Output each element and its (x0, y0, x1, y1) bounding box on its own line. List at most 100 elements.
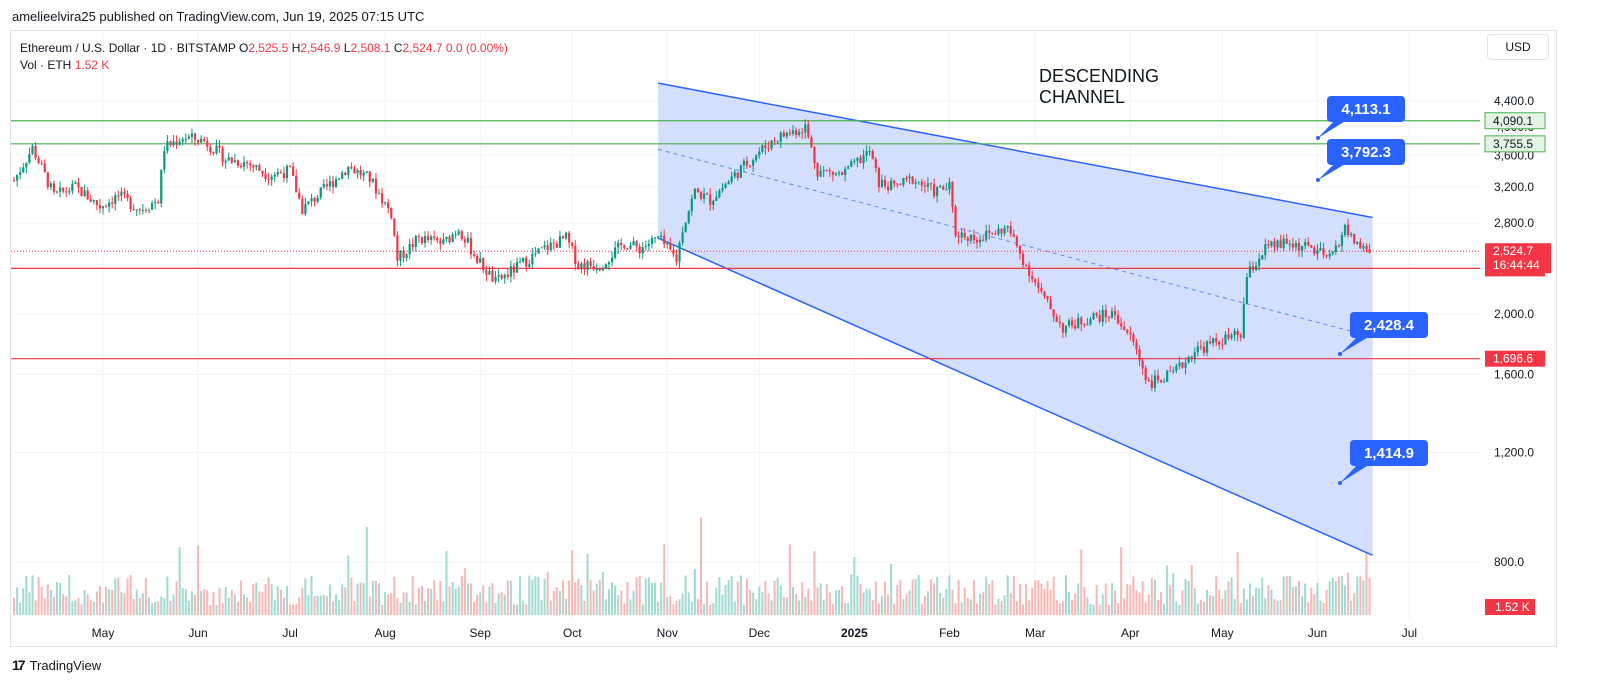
volume-bar (22, 588, 25, 615)
candle-body (252, 165, 255, 168)
callout-box (1327, 96, 1405, 122)
volume-bar (194, 594, 197, 615)
volume-bar (166, 576, 169, 615)
candle-body (227, 157, 230, 161)
candle-body (233, 160, 236, 163)
candle-body (856, 157, 859, 161)
candle-body (135, 209, 138, 211)
volume-bar (534, 576, 537, 615)
volume-bar (1064, 575, 1067, 615)
candle-body (583, 263, 586, 270)
volume-bar (589, 580, 592, 615)
volume-bar (420, 585, 423, 615)
candle-body (810, 137, 813, 147)
volume-bar (384, 592, 387, 615)
candle-body (1221, 344, 1224, 346)
volume-bar (1126, 583, 1129, 615)
candle-body (801, 131, 804, 133)
candle-body (387, 202, 390, 209)
volume-bar (1359, 576, 1362, 615)
volume-bar (914, 578, 917, 615)
candle-body (298, 192, 301, 199)
candle-body (558, 236, 562, 248)
candle-body (709, 194, 712, 205)
volume-bar (163, 598, 166, 615)
candle-body (132, 208, 135, 210)
candle-body (522, 257, 525, 262)
callout-label: 3,792.3 (1341, 144, 1391, 161)
candle-body (353, 168, 356, 174)
volume-bar (1362, 580, 1365, 615)
candle-body (1031, 275, 1034, 280)
volume-bar (700, 517, 703, 615)
volume-bar (338, 599, 341, 615)
volume-bar (479, 592, 482, 615)
volume-bar (503, 594, 506, 615)
candle-body (212, 152, 215, 154)
volume-bar (1101, 594, 1104, 615)
currency-button[interactable]: USD (1487, 34, 1549, 60)
volume-value: 1.52 K (74, 58, 110, 72)
volume-bar (454, 588, 457, 615)
volume-bar (132, 598, 135, 615)
candle-body (126, 193, 129, 199)
candle-body (469, 237, 473, 255)
volume-bar (1331, 577, 1334, 615)
candle-body (172, 141, 175, 146)
candle-body (1028, 265, 1031, 276)
candle-body (273, 174, 276, 177)
volume-bar (295, 604, 298, 615)
candle-body (601, 268, 604, 271)
volume-bar (187, 600, 190, 615)
volume-bar (52, 597, 55, 615)
volume-bar (1248, 583, 1251, 615)
candle-body (1074, 325, 1077, 329)
volume-bar (531, 579, 534, 615)
time-tick-label: Jul (1402, 626, 1417, 640)
volume-bar (129, 575, 132, 615)
volume-bar (362, 583, 365, 615)
volume-bar (13, 597, 16, 615)
level-axis-box (1484, 135, 1546, 153)
volume-bar (1215, 576, 1218, 615)
last-price-label: 2,524.7 (1493, 244, 1533, 258)
candle-body (1205, 341, 1209, 353)
volume-bar (988, 584, 991, 615)
candle-body (476, 255, 479, 263)
candle-body (83, 190, 86, 196)
volume-bar (1221, 598, 1224, 615)
volume-bar (997, 598, 1000, 615)
candle-body (206, 140, 209, 147)
candle-body (804, 124, 807, 133)
candle-body (595, 268, 598, 270)
volume-bar (512, 604, 515, 615)
candle-body (798, 131, 801, 135)
candle-body (457, 231, 460, 235)
candle-body (359, 170, 362, 176)
candle-body (954, 206, 957, 236)
volume-bar (381, 604, 384, 615)
volume-bar (657, 601, 660, 615)
candle-body (850, 161, 853, 167)
callout-anchor (1316, 178, 1320, 182)
volume-bar (301, 588, 304, 615)
candle-body (773, 140, 776, 142)
volume-bar (1169, 585, 1172, 615)
candle-body (555, 243, 558, 248)
volume-bar (62, 594, 65, 615)
volume-bar (289, 604, 292, 615)
candle-body (365, 171, 368, 173)
candle-body (31, 145, 34, 154)
candle-body (816, 163, 819, 177)
volume-bar (292, 604, 295, 615)
volume-bar (948, 575, 951, 615)
volume-bar (215, 604, 218, 615)
volume-bar (1175, 601, 1178, 615)
candle-body (356, 170, 359, 174)
candle-body (647, 243, 650, 247)
volume-bar (1196, 603, 1199, 615)
volume-bar (473, 601, 476, 615)
volume-bar (1242, 588, 1245, 615)
candle-body (540, 247, 543, 249)
